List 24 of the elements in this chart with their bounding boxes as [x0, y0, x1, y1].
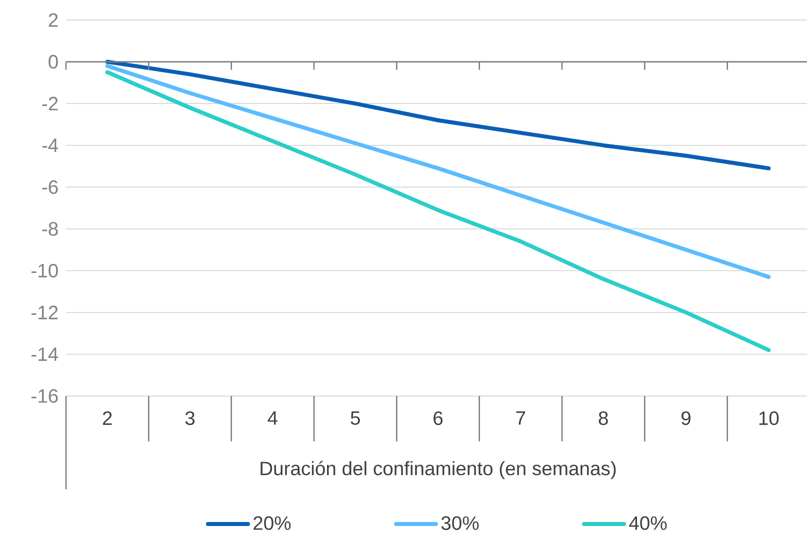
y-tick-label: 2 — [48, 13, 58, 27]
x-axis-title: Duración del confinamiento (en semanas) — [260, 460, 616, 480]
x-tick-label: 5 — [350, 411, 360, 425]
y-tick-label: -6 — [42, 180, 58, 194]
y-tick-label: -8 — [42, 222, 58, 236]
y-tick-label: -10 — [32, 264, 58, 278]
x-tick-label: 6 — [434, 411, 443, 426]
legend-label: 30% — [441, 516, 479, 530]
x-tick-label: 10 — [759, 411, 779, 426]
y-tick-label: -2 — [42, 96, 58, 110]
y-tick-label: 0 — [48, 54, 58, 69]
y-tick-label: -4 — [42, 138, 58, 152]
legend-label: 20% — [254, 516, 291, 530]
y-tick-label: -12 — [32, 306, 58, 320]
y-tick-label: -16 — [32, 389, 58, 403]
x-tick-label: 9 — [682, 411, 690, 426]
x-tick-label: 4 — [268, 411, 278, 425]
x-tick-label: 3 — [185, 411, 195, 426]
y-tick-label: -14 — [32, 348, 58, 361]
legend-label: 40% — [629, 516, 667, 530]
x-tick-label: 7 — [516, 411, 526, 425]
x-tick-label: 2 — [102, 411, 112, 425]
x-tick-label: 8 — [598, 411, 608, 426]
line-series — [105, 70, 771, 352]
